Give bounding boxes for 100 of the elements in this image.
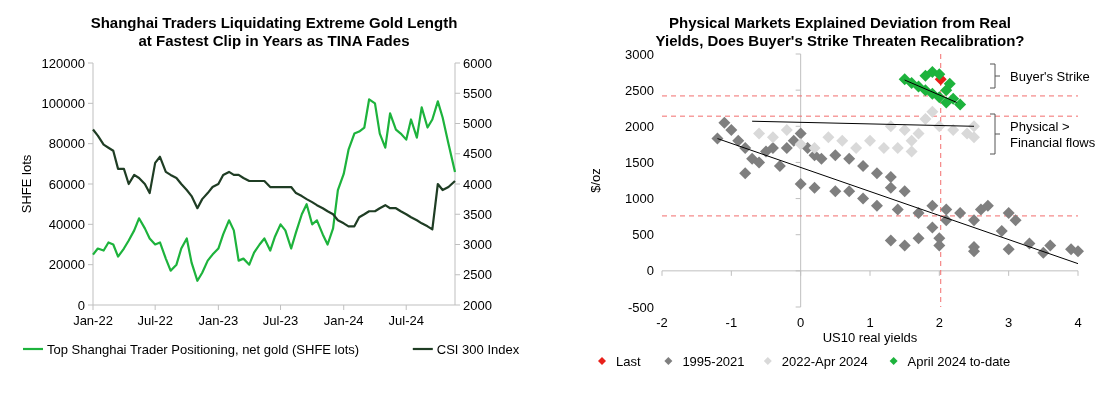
x-tick-label: 0 xyxy=(797,315,805,330)
point xyxy=(711,132,724,145)
point xyxy=(898,239,911,252)
point xyxy=(1002,207,1015,220)
legend-label: Last xyxy=(616,353,641,369)
line-series xyxy=(91,98,457,282)
point xyxy=(926,221,939,234)
chart-title: Shanghai Traders Liquidating Extreme Gold Length at Fastest Clip in Years as TINA Fades xyxy=(90,14,458,49)
point xyxy=(884,234,897,247)
x-tick-label: -1 xyxy=(725,315,738,330)
point xyxy=(822,131,835,144)
point xyxy=(732,134,745,147)
point xyxy=(870,167,883,180)
x-tick-label: Jan-24 xyxy=(323,313,364,328)
y-axis-title: SHFE lots xyxy=(19,154,34,214)
point xyxy=(905,134,918,147)
point xyxy=(815,152,828,165)
point xyxy=(857,160,870,173)
point xyxy=(843,185,856,198)
y-tick-label: 40000 xyxy=(48,216,85,232)
point xyxy=(808,181,821,194)
point xyxy=(947,123,960,136)
y-tick-label: 1000 xyxy=(625,191,654,207)
point xyxy=(912,127,925,140)
y2-tick-label: 3000 xyxy=(463,237,492,252)
point xyxy=(794,138,807,151)
legend-label: Top Shanghai Trader Positioning, net gold (SHFE lots) xyxy=(47,341,360,357)
point xyxy=(968,120,980,133)
legend-label: 2022-Apr 2024 xyxy=(781,353,868,369)
point xyxy=(1044,239,1057,252)
point xyxy=(718,116,731,129)
point xyxy=(1009,214,1022,227)
y2-tick-label: 4000 xyxy=(463,176,492,192)
point xyxy=(870,199,883,212)
point xyxy=(850,141,863,154)
point xyxy=(968,214,980,227)
y-tick-label: 1500 xyxy=(625,154,654,170)
x-axis-title: US10 real yields xyxy=(822,330,918,345)
x-tick-label: Jul-22 xyxy=(137,313,173,328)
point xyxy=(954,98,967,111)
x-tick-label: 4 xyxy=(1074,315,1082,330)
point xyxy=(787,134,800,147)
point xyxy=(912,207,925,220)
point xyxy=(808,141,821,154)
point xyxy=(1002,243,1015,256)
point xyxy=(940,96,953,109)
y-tick-label: 0 xyxy=(646,263,654,279)
annotation: Physical > Financial flows xyxy=(1010,119,1096,150)
y-tick-label: 120000 xyxy=(41,55,85,71)
point xyxy=(943,77,956,90)
point xyxy=(746,152,759,165)
y-tick-label: 80000 xyxy=(48,136,85,152)
point xyxy=(884,181,897,194)
legend-label: CSI 300 Index xyxy=(436,341,520,357)
x-tick-label: 2 xyxy=(935,315,943,330)
point xyxy=(891,141,904,154)
point xyxy=(919,113,932,126)
y-tick-label: 2000 xyxy=(625,118,654,134)
point xyxy=(926,199,939,212)
x-tick-label: Jan-22 xyxy=(73,313,113,328)
y-axis-title: $/oz xyxy=(588,168,603,193)
point xyxy=(773,160,786,173)
y2-tick-label: 2500 xyxy=(463,267,492,283)
point xyxy=(954,207,967,220)
point xyxy=(981,199,994,212)
point xyxy=(968,131,980,144)
point xyxy=(919,69,932,82)
y-tick-label: 2500 xyxy=(625,82,654,98)
chart-title: Physical Markets Explained Deviation from Real Yields, Does Buyer's Strike Threaten Recalibration? xyxy=(655,14,1025,49)
point xyxy=(864,134,876,147)
point xyxy=(843,152,856,165)
x-tick-label: -2 xyxy=(656,315,668,330)
point xyxy=(891,203,904,216)
y-tick-label: 20000 xyxy=(48,257,85,273)
y2-tick-label: 5500 xyxy=(463,85,492,101)
point xyxy=(829,185,842,198)
y-tick-label: -500 xyxy=(627,299,654,315)
y-tick-label: 500 xyxy=(632,227,654,243)
point xyxy=(974,203,987,216)
point xyxy=(836,134,849,147)
point xyxy=(898,185,911,198)
point xyxy=(877,141,890,154)
point xyxy=(1072,245,1084,258)
point xyxy=(739,167,752,180)
y2-tick-label: 3500 xyxy=(463,206,492,222)
x-tick-label: Jan-23 xyxy=(198,313,239,328)
point xyxy=(995,225,1008,238)
point xyxy=(794,178,807,191)
y-tick-label: 0 xyxy=(77,297,85,313)
point xyxy=(933,68,946,81)
point xyxy=(940,203,953,216)
point xyxy=(753,127,766,140)
x-tick-label: 3 xyxy=(1005,315,1013,330)
y-tick-label: 100000 xyxy=(41,95,85,111)
point xyxy=(905,145,918,158)
y2-tick-label: 5000 xyxy=(463,116,492,131)
point xyxy=(926,105,939,118)
legend-label: April 2024 to-date xyxy=(907,353,1011,369)
point xyxy=(912,232,925,245)
y2-tick-label: 2000 xyxy=(463,297,492,313)
